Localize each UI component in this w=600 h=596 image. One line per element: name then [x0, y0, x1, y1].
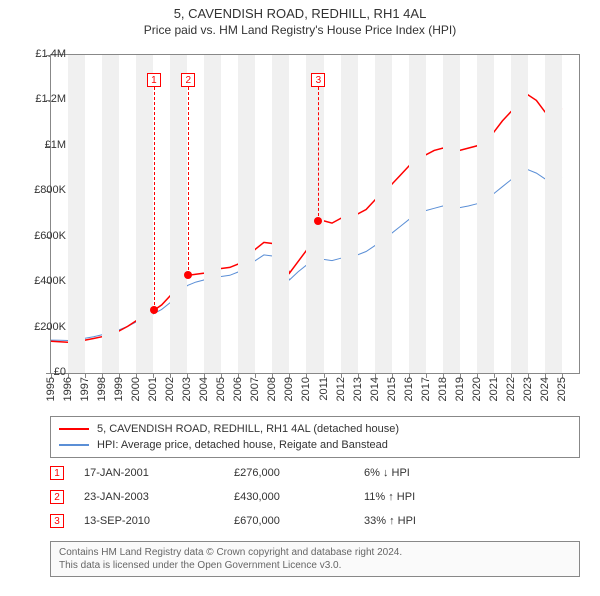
chart-subtitle: Price paid vs. HM Land Registry's House … [0, 23, 600, 37]
x-axis-label: 2012 [335, 377, 347, 401]
chart-title: 5, CAVENDISH ROAD, REDHILL, RH1 4AL [0, 6, 600, 21]
x-axis-label: 2005 [215, 377, 227, 401]
x-axis-label: 2019 [454, 377, 466, 401]
year-band [170, 55, 187, 373]
sale-date: 17-JAN-2001 [84, 467, 214, 479]
sale-marker-box: 1 [147, 73, 161, 87]
x-axis-label: 2014 [369, 377, 381, 401]
y-axis-label: £0 [21, 366, 66, 378]
x-axis-label: 1996 [62, 377, 74, 401]
year-band [341, 55, 358, 373]
legend-item: HPI: Average price, detached house, Reig… [59, 437, 571, 453]
sale-dot [150, 306, 158, 314]
year-band [272, 55, 289, 373]
x-axis-label: 2002 [164, 377, 176, 401]
year-band [545, 55, 562, 373]
year-band [511, 55, 528, 373]
sales-table: 1 17-JAN-2001 £276,000 6% ↓ HPI 2 23-JAN-2003… [50, 461, 580, 533]
x-axis-label: 2003 [181, 377, 193, 401]
sale-pct-vs-hpi: 33% ↑ HPI [364, 515, 484, 527]
year-band [477, 55, 494, 373]
sale-vline [154, 87, 155, 310]
x-axis-label: 1999 [113, 377, 125, 401]
sale-row: 2 23-JAN-2003 £430,000 11% ↑ HPI [50, 485, 580, 509]
year-band [204, 55, 221, 373]
sale-date: 13-SEP-2010 [84, 515, 214, 527]
x-axis-label: 2011 [318, 377, 330, 401]
year-band [238, 55, 255, 373]
y-axis-label: £1.2M [21, 93, 66, 105]
sale-row: 1 17-JAN-2001 £276,000 6% ↓ HPI [50, 461, 580, 485]
sale-vline [318, 87, 319, 221]
legend-item: 5, CAVENDISH ROAD, REDHILL, RH1 4AL (det… [59, 421, 571, 437]
sale-dot [314, 217, 322, 225]
sale-price: £276,000 [234, 467, 344, 479]
sale-row: 3 13-SEP-2010 £670,000 33% ↑ HPI [50, 509, 580, 533]
x-axis-label: 2007 [249, 377, 261, 401]
sale-marker-box: 2 [181, 73, 195, 87]
x-axis-label: 2017 [420, 377, 432, 401]
sale-row-marker: 1 [50, 466, 64, 480]
year-band [375, 55, 392, 373]
x-axis-label: 2001 [147, 377, 159, 401]
year-band [443, 55, 460, 373]
footer-line: This data is licensed under the Open Gov… [59, 559, 571, 572]
y-axis-label: £800K [21, 184, 66, 196]
legend-box: 5, CAVENDISH ROAD, REDHILL, RH1 4AL (det… [50, 416, 580, 458]
y-axis-label: £1.4M [21, 48, 66, 60]
attribution-footer: Contains HM Land Registry data © Crown c… [50, 541, 580, 577]
sale-price: £670,000 [234, 515, 344, 527]
y-axis-label: £1M [21, 139, 66, 151]
x-axis-label: 2013 [352, 377, 364, 401]
sale-pct-vs-hpi: 6% ↓ HPI [364, 467, 484, 479]
x-axis-label: 2018 [437, 377, 449, 401]
x-axis-label: 2022 [505, 377, 517, 401]
year-band [306, 55, 323, 373]
y-axis-label: £200K [21, 321, 66, 333]
sale-price: £430,000 [234, 491, 344, 503]
sale-marker-box: 3 [311, 73, 325, 87]
chart-plot-area: 1995199619971998199920002001200220032004… [50, 54, 580, 374]
y-axis-label: £400K [21, 275, 66, 287]
x-axis-label: 2004 [198, 377, 210, 401]
x-axis-label: 2023 [522, 377, 534, 401]
sale-row-marker: 3 [50, 514, 64, 528]
x-axis-label: 2000 [130, 377, 142, 401]
footer-line: Contains HM Land Registry data © Crown c… [59, 546, 571, 559]
x-axis-label: 2016 [403, 377, 415, 401]
x-axis-label: 2009 [283, 377, 295, 401]
sale-row-marker: 2 [50, 490, 64, 504]
year-band [102, 55, 119, 373]
x-axis-label: 2020 [471, 377, 483, 401]
x-axis-label: 2015 [386, 377, 398, 401]
x-axis-label: 2021 [488, 377, 500, 401]
x-axis-label: 1998 [96, 377, 108, 401]
year-band [409, 55, 426, 373]
x-axis-label: 1995 [45, 377, 57, 401]
year-band [136, 55, 153, 373]
year-band [68, 55, 85, 373]
x-axis-label: 1997 [79, 377, 91, 401]
x-axis-label: 2024 [539, 377, 551, 401]
legend-swatch [59, 428, 89, 430]
legend-label: 5, CAVENDISH ROAD, REDHILL, RH1 4AL (det… [97, 423, 399, 435]
x-axis-label: 2008 [266, 377, 278, 401]
legend-swatch [59, 444, 89, 446]
x-axis-label: 2010 [300, 377, 312, 401]
legend-label: HPI: Average price, detached house, Reig… [97, 439, 388, 451]
sale-dot [184, 271, 192, 279]
y-axis-label: £600K [21, 230, 66, 242]
sale-vline [188, 87, 189, 275]
x-axis-label: 2006 [232, 377, 244, 401]
sale-date: 23-JAN-2003 [84, 491, 214, 503]
x-axis-label: 2025 [556, 377, 568, 401]
sale-pct-vs-hpi: 11% ↑ HPI [364, 491, 484, 503]
